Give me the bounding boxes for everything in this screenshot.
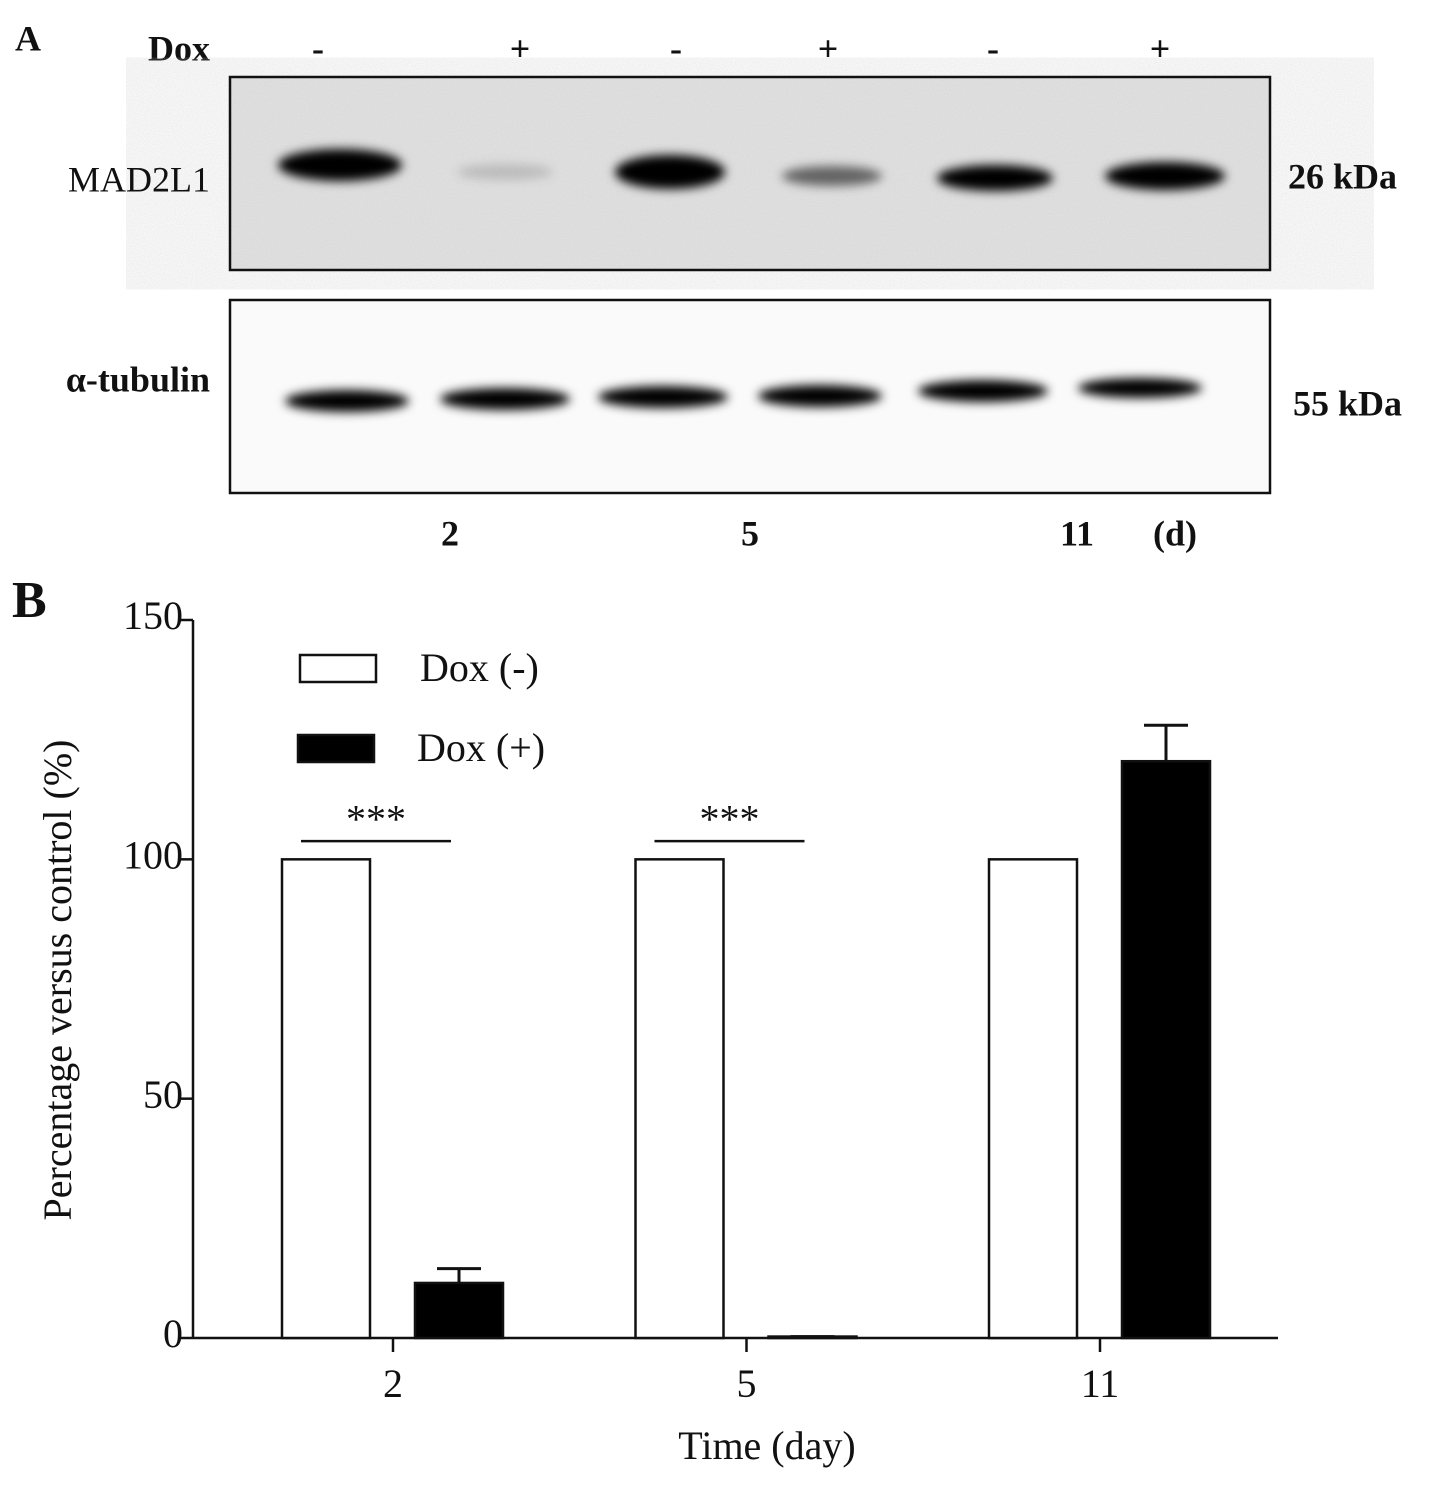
day-label: 11 — [1060, 513, 1094, 553]
x-tick-label: 11 — [1081, 1361, 1120, 1406]
lane-label: + — [510, 28, 531, 68]
lane-label: + — [818, 28, 839, 68]
significance-label: *** — [700, 796, 760, 841]
lane-label: - — [312, 28, 324, 68]
protein-label: α-tubulin — [66, 359, 210, 399]
lane-label: + — [1150, 28, 1171, 68]
protein-label: MAD2L1 — [68, 159, 210, 199]
panel-a: A Dox - + - + - + MAD2L1 26 kDa α-tu — [15, 18, 1402, 553]
x-tick-label: 5 — [737, 1361, 757, 1406]
lane-label: - — [987, 28, 999, 68]
blot-bands — [285, 378, 1202, 412]
treatment-label: Dox — [148, 28, 210, 68]
bar — [280, 858, 372, 1340]
panel-label: B — [12, 572, 47, 629]
bar — [634, 858, 725, 1340]
blot-noise — [230, 77, 1270, 270]
blot-bands — [278, 149, 1225, 191]
blot-frame — [228, 75, 1272, 272]
day-label: 5 — [741, 513, 759, 553]
day-unit: (d) — [1153, 513, 1197, 553]
x-axis-label: Time (day) — [678, 1423, 855, 1468]
legend-swatch — [296, 733, 376, 764]
legend-label: Dox (+) — [417, 725, 545, 770]
legend-swatch — [298, 653, 378, 684]
bar — [413, 1281, 505, 1340]
y-tick-label: 0 — [163, 1311, 183, 1356]
panel-b: B Time (day) Percentage versus control (… — [12, 572, 1278, 1468]
bar — [987, 858, 1079, 1340]
day-label: 2 — [441, 513, 459, 553]
size-label: 26 kDa — [1288, 156, 1397, 196]
y-tick-label: 50 — [143, 1072, 183, 1117]
y-tick-label: 150 — [123, 593, 183, 638]
significance-label: *** — [346, 796, 406, 841]
y-axis-label: Percentage versus control (%) — [35, 740, 80, 1221]
legend-label: Dox (-) — [420, 645, 539, 690]
panel-label: A — [15, 18, 41, 58]
x-tick-label: 2 — [383, 1361, 403, 1406]
size-label: 55 kDa — [1293, 383, 1402, 423]
bar — [1120, 759, 1212, 1340]
y-tick-label: 100 — [123, 833, 183, 878]
lane-label: - — [670, 28, 682, 68]
bar — [767, 1335, 858, 1340]
